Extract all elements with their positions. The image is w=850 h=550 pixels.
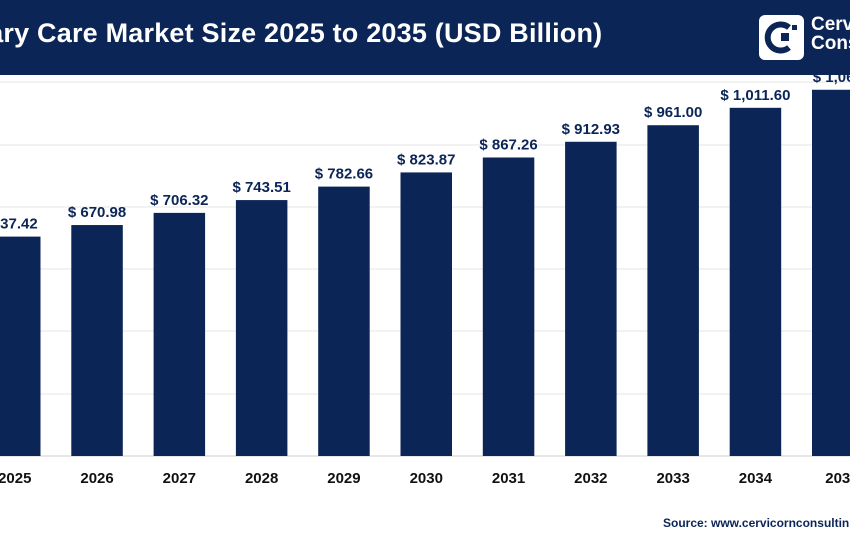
data-label-2028: $ 743.51: [232, 179, 290, 196]
bar-2027: [153, 212, 206, 456]
source-note: Source: www.cervicornconsultin: [663, 516, 850, 530]
tick-label-2027: 2027: [163, 470, 196, 487]
tick-label-2026: 2026: [80, 470, 113, 487]
bar-2026: [71, 225, 123, 456]
data-label-2033: $ 961.00: [644, 104, 702, 121]
bar-2029: [318, 186, 370, 456]
brand-logo-mark: [764, 21, 797, 54]
brand-name-line-2: Consu: [811, 33, 850, 54]
bar-2035: [812, 89, 850, 456]
data-label-2030: $ 823.87: [397, 151, 455, 168]
data-label-2034: $ 1,011.60: [720, 87, 790, 104]
brand-logo-icon: [759, 15, 804, 60]
brand-name-line-1: Cervic: [811, 14, 850, 35]
data-label-2027: $ 706.32: [150, 192, 208, 209]
tick-label-2028: 2028: [245, 470, 278, 487]
tick-label-2031: 2031: [492, 470, 525, 487]
tick-label-2035: 203: [825, 470, 850, 487]
bar-chart: 637.42 $ 670.98 $ 706.32 $ 743.51 $ 782.66 $ …: [0, 75, 850, 487]
bar-2025: [0, 236, 41, 456]
data-label-2032: $ 912.93: [562, 121, 620, 138]
tick-label-2032: 2032: [574, 470, 607, 487]
chart-header: mary Care Market Size 2025 to 2035 (USD …: [0, 0, 850, 75]
tick-label-2030: 2030: [410, 470, 443, 487]
bar-2033: [647, 125, 699, 456]
data-label-2026: $ 670.98: [68, 204, 126, 221]
tick-label-2025: 2025: [0, 470, 31, 487]
bar-2028: [235, 200, 288, 456]
chart-title: mary Care Market Size 2025 to 2035 (USD …: [0, 18, 603, 48]
data-labels: 637.42 $ 670.98 $ 706.32 $ 743.51 $ 782.66 $ …: [0, 75, 850, 233]
x-axis-ticks: 2025 2026 2027 2028 2029 2030 2031 2032 2033 2034…: [0, 470, 850, 487]
bar-2034: [729, 107, 782, 456]
bar-2030: [400, 172, 452, 456]
bar-2032: [565, 141, 617, 456]
brand-name: Cervic Consu: [811, 15, 850, 53]
tick-label-2029: 2029: [327, 470, 360, 487]
data-label-2031: $ 867.26: [479, 136, 537, 153]
bars: [0, 89, 850, 456]
data-label-2025: 637.42: [0, 216, 38, 233]
bar-2031: [482, 157, 535, 456]
data-label-2035: $ 1,064: [813, 75, 850, 86]
tick-label-2034: 2034: [739, 470, 773, 487]
tick-label-2033: 2033: [656, 470, 689, 487]
data-label-2029: $ 782.66: [315, 166, 373, 183]
